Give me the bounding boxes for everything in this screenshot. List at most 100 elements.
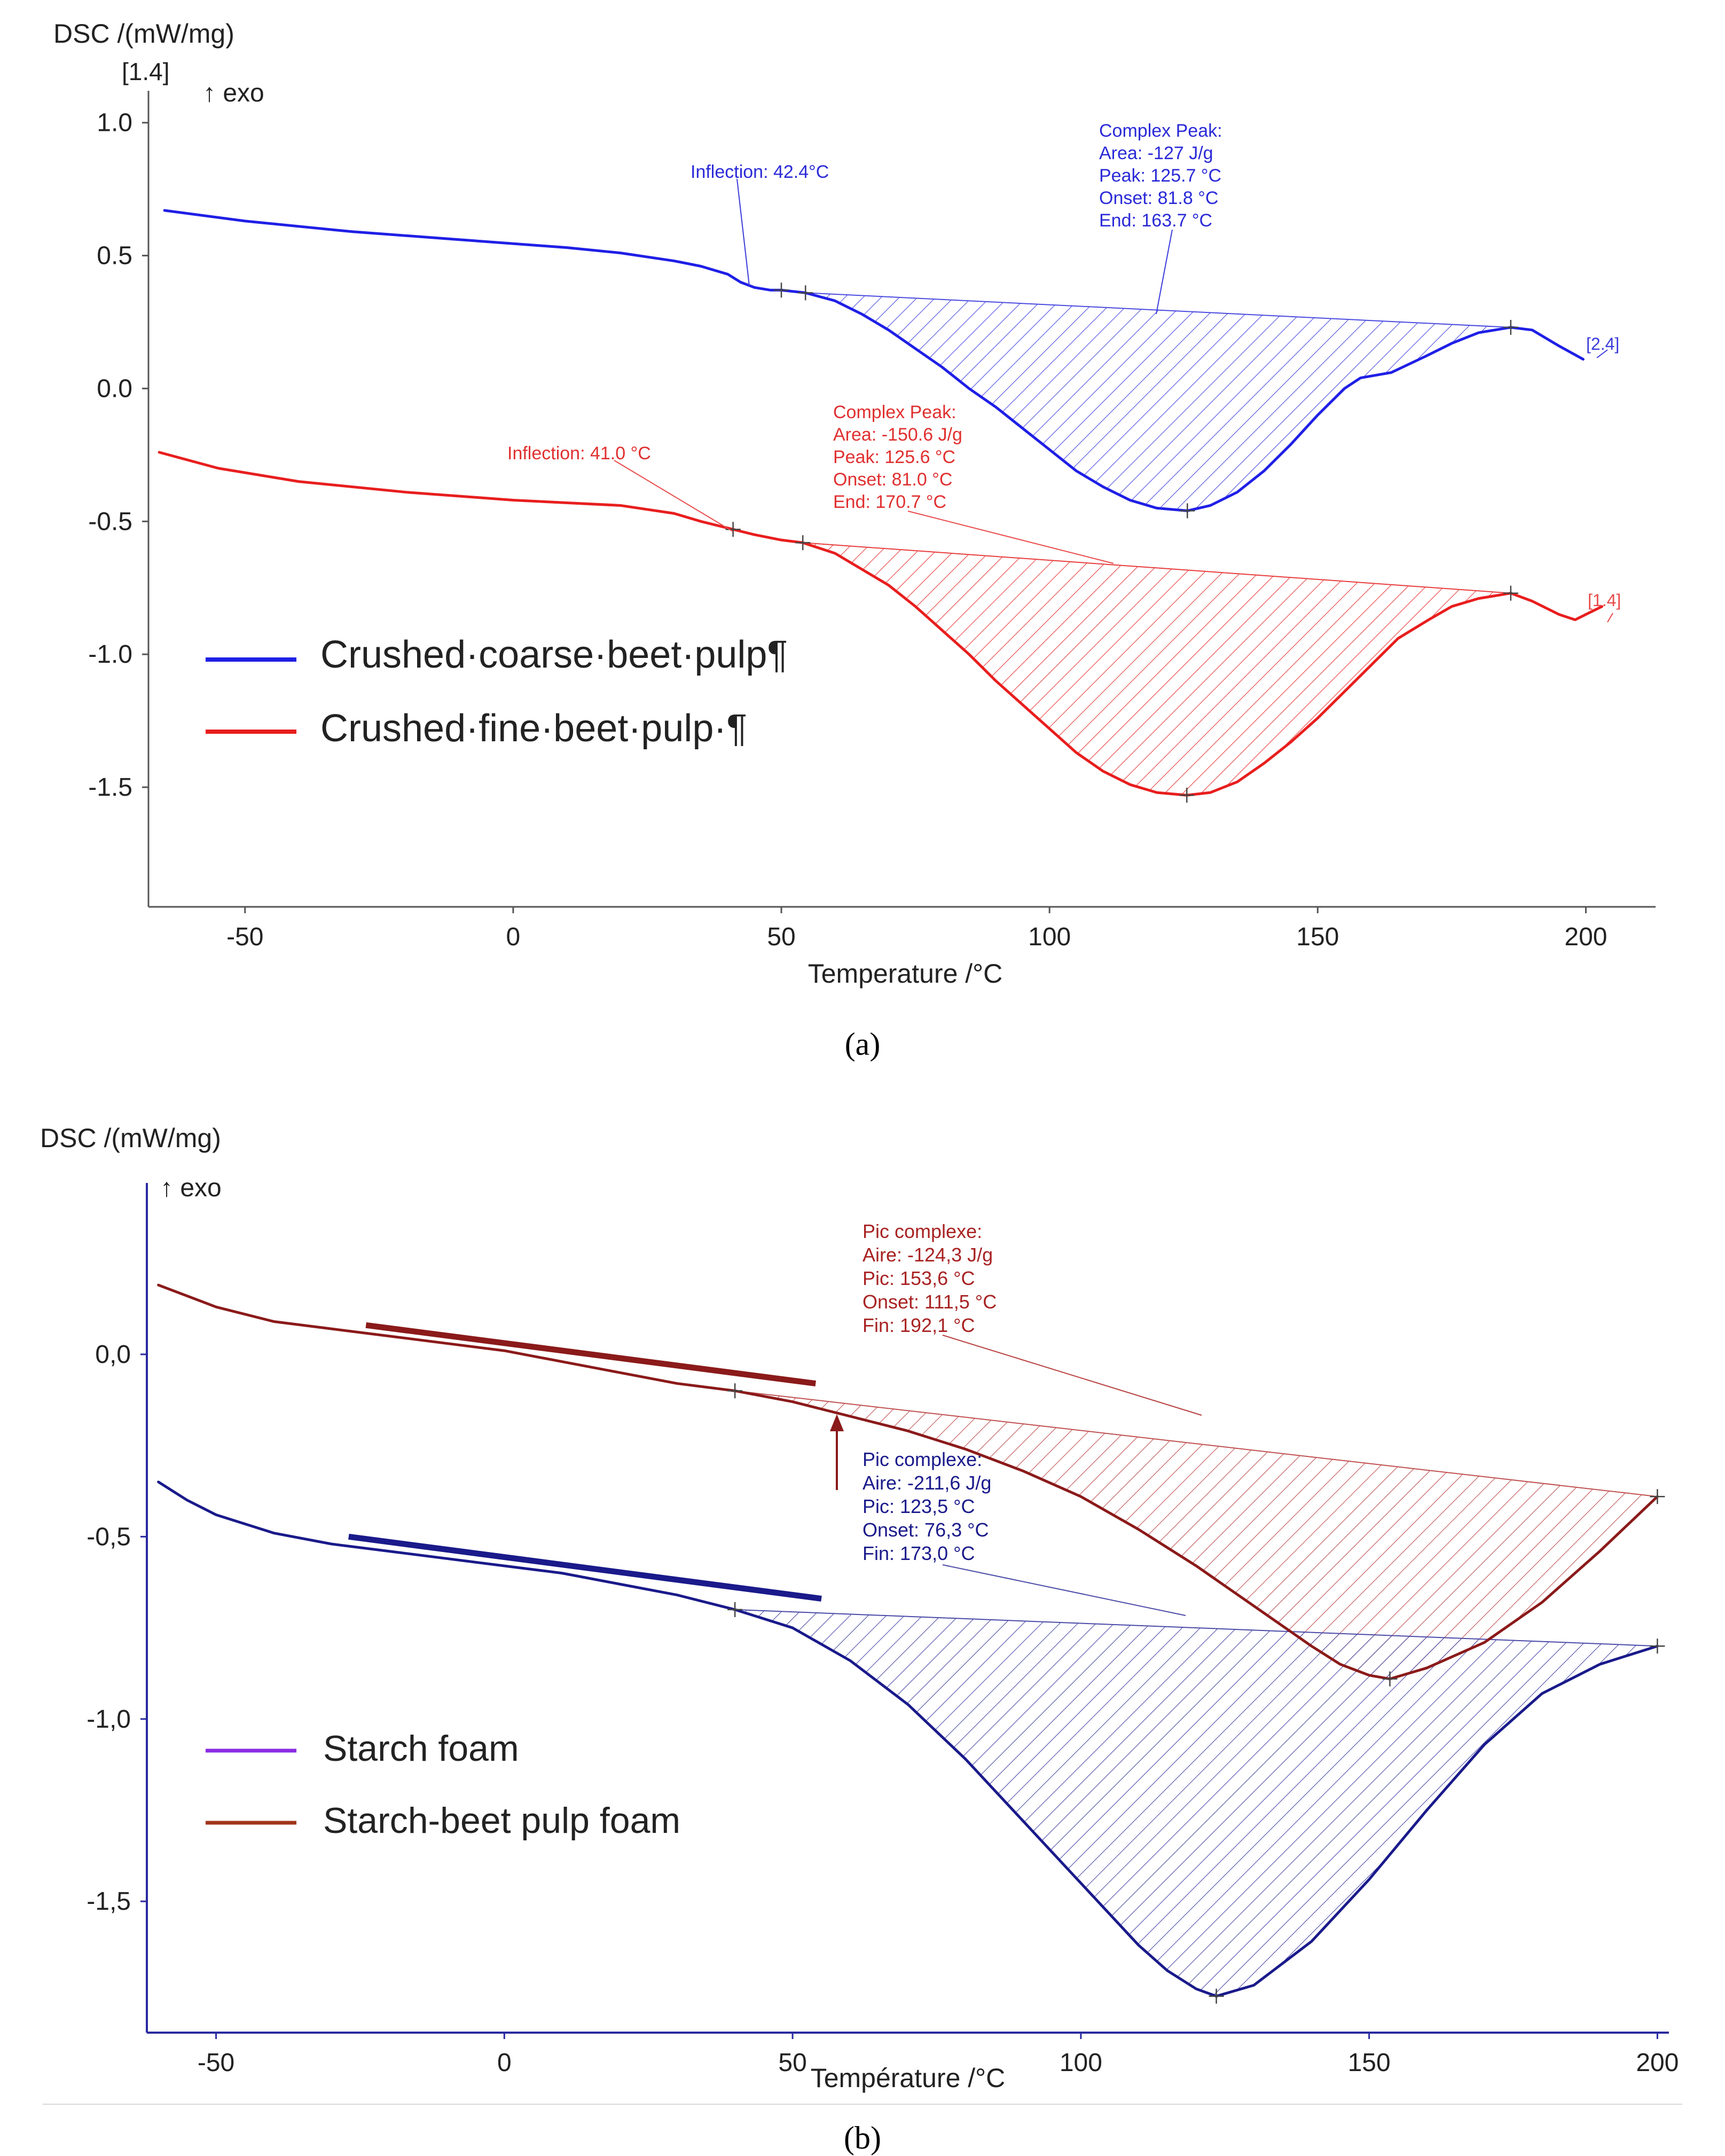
annotation-line: Onset: 76,3 °C	[862, 1519, 989, 1541]
annotation-line: Area: -127 J/g	[1099, 143, 1213, 163]
y-tick-label: 0.0	[97, 374, 132, 403]
arrow-marker-b	[830, 1414, 844, 1490]
y-tick-label: -1,0	[87, 1705, 131, 1734]
segment-label-text: [1.4]	[1588, 591, 1621, 610]
annotation-line: Onset: 81.8 °C	[1099, 188, 1218, 208]
annotation-peak-beetpulp: Pic complexe: Aire: -124,3 J/g Pic: 153,…	[862, 1220, 1202, 1416]
annotation-line: Complex Peak:	[833, 402, 956, 422]
tangent-starch-foam	[348, 1533, 822, 1602]
legend-label-coarse: Crushed·coarse·beet·pulp¶	[320, 633, 788, 676]
series-line-crushed-coarse-beet-pulp	[163, 209, 1585, 512]
ylabel-a: DSC /(mW/mg)	[53, 19, 234, 49]
legend-b: Starch foam Starch-beet pulp foam	[206, 1728, 680, 1841]
exo-label-b: ↑ exo	[160, 1174, 222, 1202]
data-marker	[1382, 1671, 1398, 1687]
leader-segment-fine	[1607, 613, 1613, 623]
data-marker	[795, 535, 811, 551]
annotation-text: Inflection: 41.0 °C	[507, 443, 651, 464]
arrow-head	[830, 1414, 844, 1431]
y-tick-label: -1.0	[88, 640, 132, 669]
data-marker	[1209, 1988, 1224, 2004]
x-tick-label: -50	[198, 2049, 234, 2077]
legend-label-beetpulp: Starch-beet pulp foam	[323, 1800, 680, 1841]
x-tick-label: 50	[778, 2049, 806, 2077]
leader-inflection-coarse	[736, 178, 750, 286]
data-marker	[725, 522, 741, 537]
annotation-line: Pic: 123,5 °C	[862, 1495, 975, 1517]
leader-peak-coarse	[1156, 229, 1173, 315]
chart-panel-b: DSC /(mW/mg) ↑ exo 0,0 -0,5 -1,0 -1,5 -50 0 5…	[40, 1123, 1682, 2155]
y-tick-label: -1.5	[88, 773, 132, 802]
x-tick-label: 0	[506, 923, 521, 951]
data-marker	[798, 285, 813, 301]
annotation-line: End: 163.7 °C	[1099, 210, 1212, 231]
exo-label-a: ↑ exo	[203, 79, 264, 107]
data-marker	[727, 1383, 743, 1399]
leader-peak-fine	[907, 511, 1114, 564]
x-tick-label: 100	[1028, 923, 1071, 951]
peak-area-starch-foam	[735, 1609, 1658, 1996]
x-tick-label: 50	[767, 923, 795, 951]
x-tick-label: 150	[1296, 923, 1339, 951]
chart-panel-a: DSC /(mW/mg) [1.4] ↑ exo 1.0 0.5 0.0 -0.5 -1…	[53, 19, 1656, 1062]
series-line-crushed-fine-beet-pulp	[158, 451, 1604, 797]
annotation-line: Peak: 125.6 °C	[833, 447, 955, 467]
annotation-line: Aire: -211,6 J/g	[862, 1472, 991, 1494]
peak-area-crushed-fine-beet-pulp	[803, 543, 1511, 795]
data-marker	[1180, 503, 1195, 519]
annotation-line: Pic complexe:	[862, 1448, 982, 1470]
y-tick-label: 1.0	[97, 109, 132, 137]
xlabel-b: Température /°C	[811, 2063, 1006, 2093]
leader-segment-coarse	[1596, 349, 1608, 358]
y-tick-label: 0.5	[97, 242, 132, 270]
data-marker	[1650, 1489, 1665, 1504]
annotation-line: Fin: 192,1 °C	[862, 1314, 975, 1336]
x-tick-label: 100	[1060, 2049, 1102, 2077]
y-tick-label: -0,5	[87, 1523, 131, 1551]
baseline-starch-beet-pulp-foam	[735, 1390, 1658, 1498]
peak-area-starch-beet-pulp-foam	[735, 1391, 1658, 1679]
data-marker	[1503, 319, 1518, 335]
annotation-text: Inflection: 42.4°C	[691, 162, 829, 182]
y-tick-label: 0,0	[95, 1340, 131, 1369]
y-tick-label: -1,5	[87, 1887, 131, 1916]
baseline-crushed-fine-beet-pulp	[803, 542, 1511, 594]
x-tick-label: 200	[1564, 923, 1607, 951]
annotation-line: Onset: 111,5 °C	[862, 1291, 997, 1313]
tangent-starch-beet-pulp-foam	[365, 1322, 816, 1387]
panel-label-a: (a)	[845, 1026, 881, 1062]
segment-label-text: [2.4]	[1586, 334, 1619, 354]
annotation-inflection-fine: Inflection: 41.0 °C	[507, 443, 733, 532]
baseline-starch-foam	[735, 1609, 1658, 1647]
xlabel-a: Temperature /°C	[808, 959, 1003, 989]
leader-peak-starch	[942, 1564, 1186, 1616]
plot-area-b: 0,0 -0,5 -1,0 -1,5 -50 0 50 100 150 200	[87, 1183, 1679, 2077]
annotation-line: Fin: 173,0 °C	[862, 1542, 975, 1564]
panel-label-b: (b)	[844, 2120, 881, 2155]
segment-label-coarse: [2.4]	[1586, 334, 1619, 358]
annotation-inflection-coarse: Inflection: 42.4°C	[691, 162, 829, 286]
peak-area-crushed-coarse-beet-pulp	[805, 293, 1511, 511]
data-marker	[1503, 585, 1518, 601]
baseline-crushed-coarse-beet-pulp	[805, 292, 1511, 328]
annotation-line: Onset: 81.0 °C	[833, 469, 952, 490]
legend-label-fine: Crushed·fine·beet·pulp·¶	[320, 707, 747, 750]
annotation-line: Area: -150.6 J/g	[833, 425, 962, 445]
series-line-starch-foam	[157, 1480, 1659, 1998]
x-tick-label: 0	[497, 2049, 512, 2077]
annotation-line: Complex Peak:	[1099, 121, 1222, 141]
x-tick-label: 200	[1636, 2049, 1679, 2077]
leader-peak-beetpulp	[942, 1335, 1202, 1416]
data-marker	[1650, 1638, 1665, 1654]
legend-a: Crushed·coarse·beet·pulp¶ Crushed·fine·b…	[206, 633, 788, 750]
y-tick-label: -0.5	[88, 507, 132, 536]
x-tick-label: 150	[1348, 2049, 1391, 2077]
leader-inflection-fine	[614, 460, 733, 532]
annotation-line: Peak: 125.7 °C	[1099, 166, 1221, 186]
ylabel-sub-a: [1.4]	[122, 58, 170, 85]
data-marker	[774, 283, 789, 298]
annotation-line: Aire: -124,3 J/g	[862, 1244, 993, 1266]
data-marker	[1179, 787, 1195, 803]
data-marker	[727, 1602, 743, 1617]
